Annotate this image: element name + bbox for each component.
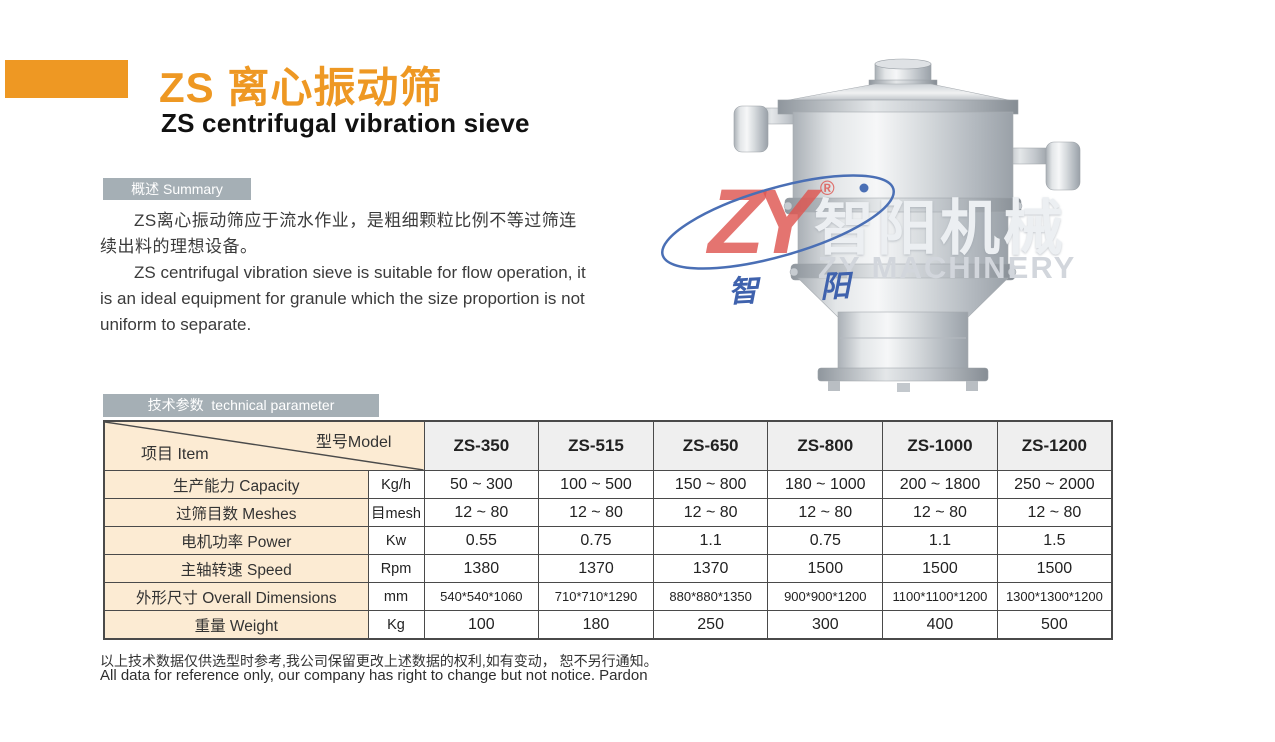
table-row: 电机功率 Power Kw 0.55 0.75 1.1 0.75 1.1 1.5 — [103, 526, 1113, 555]
unit-cell: Rpm — [367, 554, 425, 583]
corner-item-label: 项目 Item — [141, 446, 209, 463]
unit-cell: mm — [367, 582, 425, 611]
value-cell: 880*880*1350 — [652, 582, 769, 611]
model-header: ZS-1000 — [882, 420, 998, 471]
value-cell: 12 ~ 80 — [538, 498, 654, 527]
value-cell: 0.75 — [538, 526, 654, 555]
value-cell: 1100*1100*1200 — [882, 582, 998, 611]
value-cell: 180 — [538, 610, 654, 640]
value-cell: 1300*1300*1200 — [996, 582, 1113, 611]
item-name-cell: 重量 Weight — [103, 610, 369, 640]
table-row: 生产能力 Capacity Kg/h 50 ~ 300 100 ~ 500 150 ~ … — [103, 470, 1113, 499]
corner-cell: 型号Model 项目 Item — [103, 420, 425, 471]
page-title: ZS 离心振动筛 — [159, 64, 443, 111]
value-cell: 12 ~ 80 — [996, 498, 1113, 527]
footnote-cn: 以上技术数据仅供选型时参考,我公司保留更改上述数据的权利,如有变动， 恕不另行通… — [100, 653, 658, 669]
accent-block — [5, 60, 128, 98]
value-cell: 1500 — [767, 554, 884, 583]
corner-model-label: 型号Model — [315, 434, 392, 451]
value-cell: 1380 — [423, 554, 540, 583]
value-cell: 200 ~ 1800 — [882, 470, 998, 499]
item-name-cell: 电机功率 Power — [103, 526, 369, 555]
model-header: ZS-650 — [652, 420, 769, 471]
diagonal-divider — [105, 422, 424, 470]
value-cell: 0.55 — [423, 526, 540, 555]
foot — [828, 381, 840, 391]
model-header: ZS-800 — [767, 420, 884, 471]
value-cell: 12 ~ 80 — [652, 498, 769, 527]
tech-section-heading: 技术参数 technical parameter — [103, 394, 379, 417]
product-image: 智阳机械 ZY MACHINERY ZY ® 智阳 — [628, 50, 1098, 398]
table-row: 外形尺寸 Overall Dimensions mm 540*540*1060 710… — [103, 582, 1113, 611]
base-flange — [817, 367, 989, 382]
logo-orbit-icon — [661, 174, 895, 270]
foot — [966, 381, 978, 391]
model-header-row: 型号Model 项目 Item ZS-350 ZS-515 ZS-650 ZS-800… — [103, 420, 1113, 471]
registered-mark: ® — [819, 178, 835, 200]
unit-cell: 目mesh — [367, 498, 425, 527]
value-cell: 500 — [996, 610, 1113, 640]
model-header: ZS-515 — [538, 420, 654, 471]
value-cell: 12 ~ 80 — [423, 498, 540, 527]
value-cell: 1.5 — [996, 526, 1113, 555]
table-row: 重量 Weight Kg 100 180 250 300 400 500 — [103, 610, 1113, 640]
item-name-cell: 生产能力 Capacity — [103, 470, 369, 499]
value-cell: 12 ~ 80 — [882, 498, 998, 527]
upper-drum — [792, 111, 1014, 201]
value-cell: 1.1 — [652, 526, 769, 555]
value-cell: 100 ~ 500 — [538, 470, 654, 499]
item-name-cell: 过筛目数 Meshes — [103, 498, 369, 527]
value-cell: 710*710*1290 — [538, 582, 654, 611]
value-cell: 400 — [882, 610, 998, 640]
lid-cone — [777, 83, 1019, 103]
right-handle-cap — [1045, 141, 1081, 191]
value-cell: 180 ~ 1000 — [767, 470, 884, 499]
watermark-brand-en: ZY MACHINERY — [818, 250, 1077, 285]
value-cell: 1370 — [652, 554, 769, 583]
foot — [897, 383, 910, 392]
unit-cell: Kw — [367, 526, 425, 555]
model-header: ZS-1200 — [996, 420, 1113, 471]
summary-paragraph-cn: ZS离心振动筛应于流水作业，是粗细颗粒比例不等过筛连续出料的理想设备。 — [100, 211, 577, 256]
value-cell: 540*540*1060 — [423, 582, 540, 611]
item-name-cell: 外形尺寸 Overall Dimensions — [103, 582, 369, 611]
value-cell: 150 ~ 800 — [652, 470, 769, 499]
value-cell: 0.75 — [767, 526, 884, 555]
table-row: 主轴转速 Speed Rpm 1380 1370 1370 1500 1500 1500 — [103, 554, 1113, 583]
value-cell: 1.1 — [882, 526, 998, 555]
summary-section-heading: 概述 Summary — [103, 178, 251, 200]
base-column — [837, 311, 969, 373]
value-cell: 12 ~ 80 — [767, 498, 884, 527]
value-cell: 100 — [423, 610, 540, 640]
value-cell: 900*900*1200 — [767, 582, 884, 611]
model-header: ZS-350 — [423, 420, 540, 471]
spec-table: 型号Model 项目 Item ZS-350 ZS-515 ZS-650 ZS-800… — [103, 420, 1113, 640]
value-cell: 1370 — [538, 554, 654, 583]
footnote-en: All data for reference only, our company… — [100, 667, 648, 684]
value-cell: 1500 — [996, 554, 1113, 583]
value-cell: 250 — [652, 610, 769, 640]
value-cell: 250 ~ 2000 — [996, 470, 1113, 499]
value-cell: 300 — [767, 610, 884, 640]
logo-cn-characters: 智阳 — [727, 269, 851, 310]
left-handle-cap — [733, 105, 769, 153]
unit-cell: Kg/h — [367, 470, 425, 499]
item-name-cell: 主轴转速 Speed — [103, 554, 369, 583]
unit-cell: Kg — [367, 610, 425, 640]
page-subtitle: ZS centrifugal vibration sieve — [161, 108, 530, 138]
summary-paragraph-en: ZS centrifugal vibration sieve is suitab… — [100, 263, 586, 334]
table-row: 过筛目数 Meshes 目mesh 12 ~ 80 12 ~ 80 12 ~ 80 12 … — [103, 498, 1113, 527]
vibration-sieve-illustration — [733, 58, 1081, 392]
value-cell: 50 ~ 300 — [423, 470, 540, 499]
value-cell: 1500 — [882, 554, 998, 583]
